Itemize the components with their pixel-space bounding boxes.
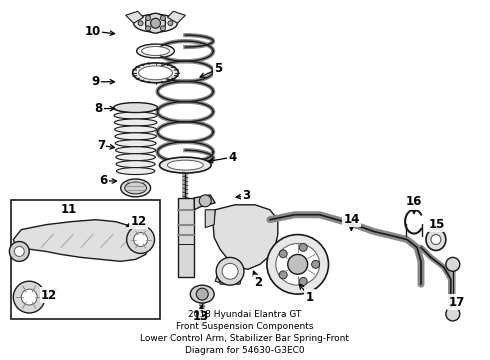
Polygon shape — [195, 195, 215, 210]
Text: 2018 Hyundai Elantra GT
Front Suspension Components
Lower Control Arm, Stabilize: 2018 Hyundai Elantra GT Front Suspension… — [141, 310, 349, 355]
Ellipse shape — [116, 154, 155, 161]
Ellipse shape — [114, 112, 157, 119]
Ellipse shape — [137, 44, 174, 58]
Ellipse shape — [142, 46, 170, 55]
Bar — [11, 200, 161, 319]
Circle shape — [199, 195, 211, 207]
Circle shape — [446, 307, 460, 321]
Ellipse shape — [124, 182, 147, 194]
Ellipse shape — [190, 285, 214, 303]
Circle shape — [288, 255, 308, 274]
Text: 16: 16 — [406, 195, 422, 208]
Ellipse shape — [139, 66, 172, 80]
Circle shape — [13, 281, 45, 313]
Ellipse shape — [114, 103, 157, 113]
Circle shape — [196, 288, 208, 300]
Circle shape — [216, 257, 244, 285]
Ellipse shape — [115, 126, 157, 133]
Ellipse shape — [115, 133, 156, 140]
Ellipse shape — [114, 119, 157, 126]
Circle shape — [127, 226, 154, 253]
Text: 6: 6 — [99, 175, 108, 188]
Circle shape — [222, 264, 238, 279]
Ellipse shape — [168, 160, 203, 170]
Text: 13: 13 — [193, 310, 209, 323]
Text: 3: 3 — [242, 189, 250, 202]
Text: 12: 12 — [41, 289, 57, 302]
Ellipse shape — [159, 157, 211, 173]
Ellipse shape — [426, 229, 446, 251]
Ellipse shape — [116, 147, 156, 154]
Circle shape — [299, 243, 307, 251]
Circle shape — [146, 15, 150, 21]
Ellipse shape — [116, 161, 155, 168]
Ellipse shape — [115, 140, 156, 147]
Circle shape — [198, 317, 206, 325]
Polygon shape — [205, 210, 215, 228]
Ellipse shape — [121, 179, 150, 197]
Circle shape — [138, 21, 143, 26]
Circle shape — [161, 26, 166, 31]
Text: 9: 9 — [92, 75, 100, 88]
Text: 14: 14 — [343, 213, 360, 226]
Circle shape — [134, 233, 147, 247]
Circle shape — [21, 289, 37, 305]
Text: 17: 17 — [449, 296, 465, 309]
Ellipse shape — [117, 168, 155, 175]
Text: 8: 8 — [95, 102, 103, 115]
Bar — [178, 198, 195, 277]
Ellipse shape — [431, 235, 441, 244]
Text: 11: 11 — [61, 203, 77, 216]
Polygon shape — [125, 11, 144, 23]
Circle shape — [446, 257, 460, 271]
Circle shape — [168, 21, 173, 26]
Circle shape — [146, 26, 150, 31]
Polygon shape — [215, 267, 230, 284]
Ellipse shape — [114, 105, 157, 112]
Text: 7: 7 — [97, 139, 105, 152]
Ellipse shape — [133, 63, 178, 83]
Circle shape — [146, 13, 166, 33]
Circle shape — [9, 242, 29, 261]
Polygon shape — [13, 220, 150, 261]
Circle shape — [279, 271, 287, 279]
Polygon shape — [213, 205, 278, 269]
Text: 1: 1 — [306, 291, 314, 303]
Ellipse shape — [134, 14, 177, 32]
Text: 2: 2 — [254, 276, 262, 289]
Ellipse shape — [267, 235, 328, 294]
Text: 4: 4 — [228, 151, 236, 164]
Circle shape — [299, 277, 307, 285]
Circle shape — [161, 15, 166, 21]
Text: 15: 15 — [429, 218, 445, 231]
Polygon shape — [218, 274, 242, 284]
Text: 12: 12 — [130, 215, 147, 228]
Circle shape — [279, 250, 287, 258]
Text: 5: 5 — [214, 62, 222, 75]
Text: 10: 10 — [85, 24, 101, 38]
Ellipse shape — [276, 243, 319, 285]
Polygon shape — [168, 11, 185, 23]
Circle shape — [312, 260, 319, 268]
Circle shape — [14, 247, 24, 256]
Circle shape — [150, 18, 161, 28]
